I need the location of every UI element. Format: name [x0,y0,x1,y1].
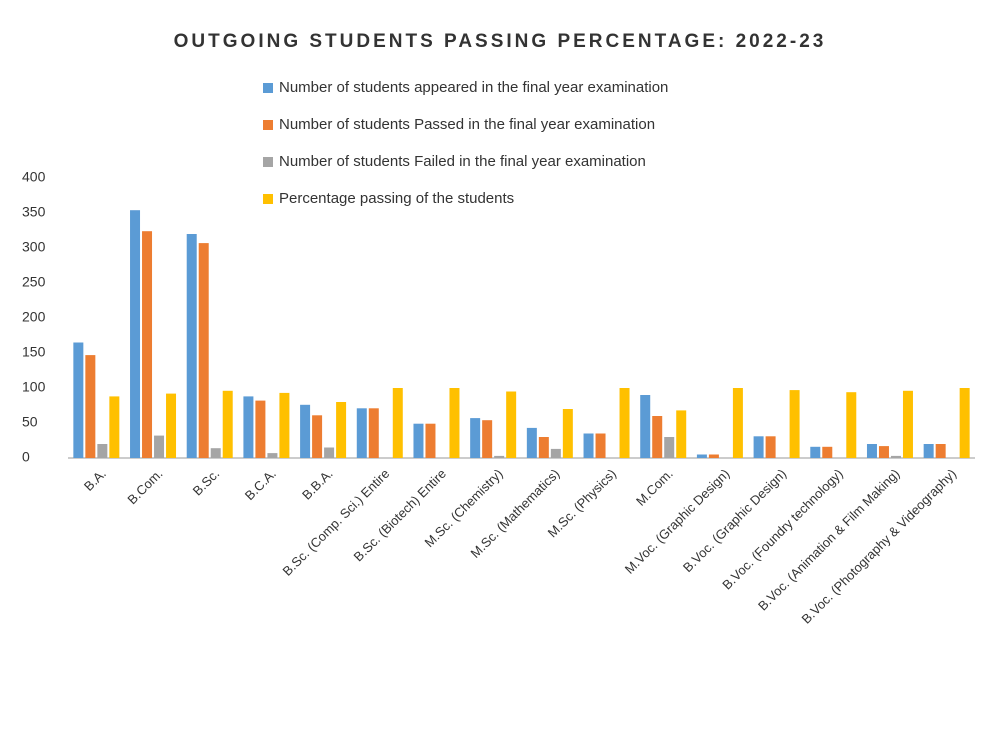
legend-label: Number of students appeared in the final… [279,79,668,96]
legend-label: Number of students Failed in the final y… [279,153,646,170]
bar [312,415,323,458]
x-tick-label: B.B.A. [299,466,336,503]
bar [959,388,970,458]
x-tick-label: B.Sc. (Comp. Sci.) Entire [280,466,393,579]
x-tick-label: M.Com. [633,466,676,509]
bar [619,388,630,458]
bar [449,388,460,458]
bar [470,418,481,458]
bar [300,404,311,458]
bar [356,408,367,458]
bar [935,444,946,458]
bar [166,393,177,458]
y-tick-label: 200 [22,309,46,325]
bar [732,388,743,458]
bar [526,427,537,458]
x-tick-label: B.Voc. (Foundry technology) [719,466,846,593]
y-tick-label: 100 [22,379,46,395]
chart-title: OUTGOING STUDENTS PASSING PERCENTAGE: 20… [174,31,827,52]
bar [154,435,165,458]
bar [846,392,857,458]
y-tick-label: 400 [22,169,46,185]
bar [198,243,209,458]
bar [583,433,594,458]
bar [130,210,141,458]
bar [595,433,606,458]
bar [97,444,108,458]
bar [878,446,889,458]
bar [482,420,493,458]
bar [142,231,153,458]
bar [696,454,707,458]
x-tick-label: M.Voc. (Graphic Design) [622,466,733,577]
legend-swatch [263,83,273,93]
legend-swatch [263,157,273,167]
bar [255,400,266,458]
bar [85,355,96,458]
bar [392,388,403,458]
bar [676,410,687,458]
legend: Number of students appeared in the final… [263,79,668,207]
y-tick-label: 150 [22,344,46,360]
bar [425,423,436,458]
bar [753,436,764,458]
legend-swatch [263,120,273,130]
x-tick-label: B.A. [81,466,109,494]
x-tick-label: B.Sc. [190,466,223,499]
bar [222,390,233,458]
bar [640,395,651,458]
x-tick-label: B.C.A. [242,466,279,503]
bar [506,391,517,458]
legend-swatch [263,194,273,204]
y-tick-label: 0 [22,449,30,465]
bar [923,444,934,458]
bar [562,409,573,458]
legend-label: Number of students Passed in the final y… [279,116,655,133]
x-tick-label: B.Voc. (Graphic Design) [680,466,789,575]
legend-label: Percentage passing of the students [279,190,514,207]
y-tick-label: 50 [22,414,38,430]
bar [765,436,776,458]
bar [210,448,221,458]
bar [789,390,800,458]
bar [538,437,549,458]
bar [109,396,120,458]
y-tick-label: 250 [22,274,46,290]
bar [186,234,197,458]
bar [279,392,290,458]
bar [890,455,901,458]
bar [324,447,335,458]
y-tick-label: 350 [22,204,46,220]
bar [822,446,833,458]
x-tick-label: B.Com. [124,466,165,507]
bar [267,453,278,458]
bar [413,423,424,458]
y-tick-label: 300 [22,239,46,255]
bar [368,408,379,458]
bar [902,390,913,458]
x-tick-label: B.Sc. (Biotech) Entire [351,466,449,564]
bar [243,396,254,458]
bar [866,444,877,458]
bar [810,446,821,458]
bar [550,448,561,458]
bar [73,342,84,458]
bar [494,455,505,458]
bar [664,437,675,458]
bar [652,416,663,458]
bar [336,402,347,458]
bar [708,454,719,458]
